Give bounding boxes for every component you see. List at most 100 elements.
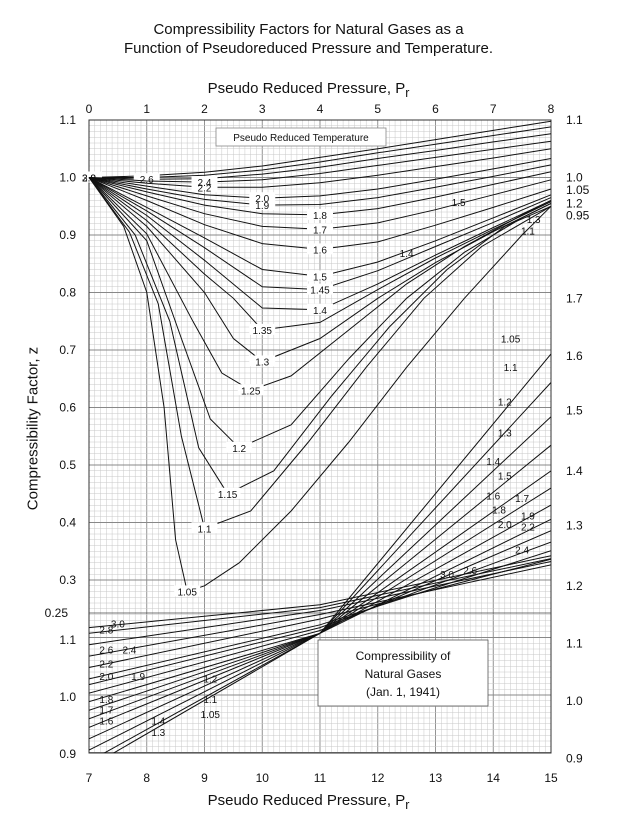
upper-curve-label: 1.2 xyxy=(232,444,246,455)
upper-curve-1.1 xyxy=(88,177,552,529)
upper-curve-label: 1.15 xyxy=(218,490,238,501)
x-bottom-tick-label: 14 xyxy=(487,771,501,785)
upper-curve-label: 1.7 xyxy=(313,225,327,236)
lower-curve-label: 2.0 xyxy=(99,672,113,683)
upper-curve-label: 1.9 xyxy=(255,201,269,212)
lower-curve-label: 1.3 xyxy=(151,728,165,739)
y-left-tick-label: 0.4 xyxy=(59,516,76,530)
lower-curve-label: 1.05 xyxy=(201,710,221,721)
pseudo-temperature-box xyxy=(215,127,387,147)
upper-curve-label: 1.05 xyxy=(177,588,197,599)
lower-curve-1.8 xyxy=(89,530,551,694)
note-box xyxy=(317,639,489,707)
lower-curve-label: 1.05 xyxy=(501,335,521,346)
lower-curve-1.9 xyxy=(89,541,551,686)
upper-curve-1.2 xyxy=(88,177,552,449)
y-right-tick-label: 1.7 xyxy=(566,291,583,305)
upper-curve-label-bg xyxy=(307,303,333,315)
lower-curve-label: 2.6 xyxy=(99,645,113,656)
x-top-tick-label: 6 xyxy=(432,102,439,116)
y-right-tick-label: 0.95 xyxy=(566,208,590,222)
x-axis-top-label: Pseudo Reduced Pressure, Pr xyxy=(0,80,617,100)
upper-curve-2.0 xyxy=(88,158,552,199)
x-top-tick-label: 4 xyxy=(317,102,324,116)
upper-curve-label: 2.2 xyxy=(198,183,212,194)
x-bottom-tick-label: 8 xyxy=(143,771,150,785)
lower-curve-label: 2.2 xyxy=(99,660,113,671)
x-bottom-tick-label: 7 xyxy=(86,771,93,785)
upper-curve-1.05 xyxy=(88,177,552,593)
upper-curve-label-bg xyxy=(249,355,276,367)
y-right-tick-label: 1.0 xyxy=(566,171,583,185)
upper-curve-label-bg xyxy=(249,199,276,211)
x-axis-top-subscript: r xyxy=(405,86,410,100)
lower-curve-2.4 xyxy=(89,564,551,657)
y-right-tick-label: 1.3 xyxy=(566,518,583,532)
lower-curve-label: 1.3 xyxy=(498,429,512,440)
upper-curve-label-bg xyxy=(76,171,102,183)
lower-curve-label: 1.6 xyxy=(99,717,113,728)
upper-curve-label: 2.6 xyxy=(140,175,154,186)
lower-curve-label: 1.6 xyxy=(486,491,500,502)
y-left-lower-tick-label: 1.1 xyxy=(59,633,76,647)
upper-curve-label-bg xyxy=(191,522,218,534)
upper-curve-label: 1.1 xyxy=(198,524,212,535)
lower-curve-label: 1.4 xyxy=(400,249,414,260)
x-top-tick-label: 1 xyxy=(143,102,150,116)
upper-curve-label: 1.5 xyxy=(313,272,327,283)
upper-curve-label-bg xyxy=(133,173,160,185)
plot-frame xyxy=(88,119,552,754)
y-left-tick-label: 0.8 xyxy=(59,286,76,300)
pseudo-temperature-label: Pseudo Reduced Temperature xyxy=(233,133,369,144)
lower-curve-label: 1.1 xyxy=(521,226,535,237)
x-bottom-tick-label: 9 xyxy=(201,771,208,785)
lower-curve-label: 2.2 xyxy=(521,523,535,534)
lower-curve-2.2 xyxy=(89,558,551,668)
chart-title: Compressibility Factors for Natural Gase… xyxy=(153,21,464,38)
lower-curve-label: 1.7 xyxy=(99,706,113,717)
x-axis-bottom-label: Pseudo Reduced Pressure, Pr xyxy=(0,792,617,812)
upper-curve-2.8 xyxy=(89,126,552,178)
note-line: (Jan. 1, 1941) xyxy=(366,685,440,699)
upper-curve-1.15 xyxy=(88,177,552,495)
upper-curve-label-bg xyxy=(307,223,333,235)
upper-curve-label: 2.4 xyxy=(198,178,212,189)
upper-curve-label: 1.6 xyxy=(313,245,327,256)
lower-curve-label: 2.4 xyxy=(515,546,529,557)
y-right-tick-label: 1.05 xyxy=(566,183,590,197)
lower-curve-label: 1.7 xyxy=(515,494,529,505)
y-right-tick-label: 1.2 xyxy=(566,579,583,593)
lower-curve-label: 1.9 xyxy=(521,511,535,522)
lower-curve-label: 3.0 xyxy=(440,570,454,581)
x-top-tick-label: 0 xyxy=(86,102,93,116)
y-left-boundary-label: 0.25 xyxy=(45,606,69,620)
upper-curve-label: 1.4 xyxy=(313,306,327,317)
upper-curve-3.0 xyxy=(88,120,552,178)
upper-curve-1.25 xyxy=(88,177,552,391)
x-axis-bottom-text: Pseudo Reduced Pressure, xyxy=(207,792,392,809)
y-right-tick-label: 1.0 xyxy=(566,694,583,708)
upper-curve-label: 2.0 xyxy=(255,194,269,205)
upper-curve-label-bg xyxy=(249,192,276,204)
x-top-tick-label: 8 xyxy=(548,102,555,116)
lower-curve-label: 1.1 xyxy=(203,695,217,706)
upper-curve-label-bg xyxy=(307,270,333,282)
x-axis-bottom-symbol: P xyxy=(395,792,406,809)
lower-curve-label: 1.4 xyxy=(151,717,165,728)
y-right-tick-label: 1.6 xyxy=(566,349,583,363)
upper-curve-label-bg xyxy=(214,487,241,499)
lower-curve-label: 1.2 xyxy=(498,397,512,408)
y-right-tick-label: 1.1 xyxy=(566,113,583,127)
upper-curve-1.35 xyxy=(88,177,552,331)
upper-curve-1.3 xyxy=(88,177,552,363)
y-left-tick-label: 1.1 xyxy=(59,113,76,127)
upper-curve-label-bg xyxy=(191,181,218,193)
upper-curve-2.2 xyxy=(88,148,552,188)
upper-curve-label: 1.45 xyxy=(310,286,330,297)
upper-curve-label: 1.25 xyxy=(241,386,261,397)
lower-curve-label: 1.3 xyxy=(527,215,541,226)
x-bottom-tick-label: 10 xyxy=(256,771,270,785)
upper-curve-label-bg xyxy=(174,585,201,597)
x-axis-bottom-subscript: r xyxy=(405,798,410,812)
lower-curve-label: 1.9 xyxy=(131,672,145,683)
